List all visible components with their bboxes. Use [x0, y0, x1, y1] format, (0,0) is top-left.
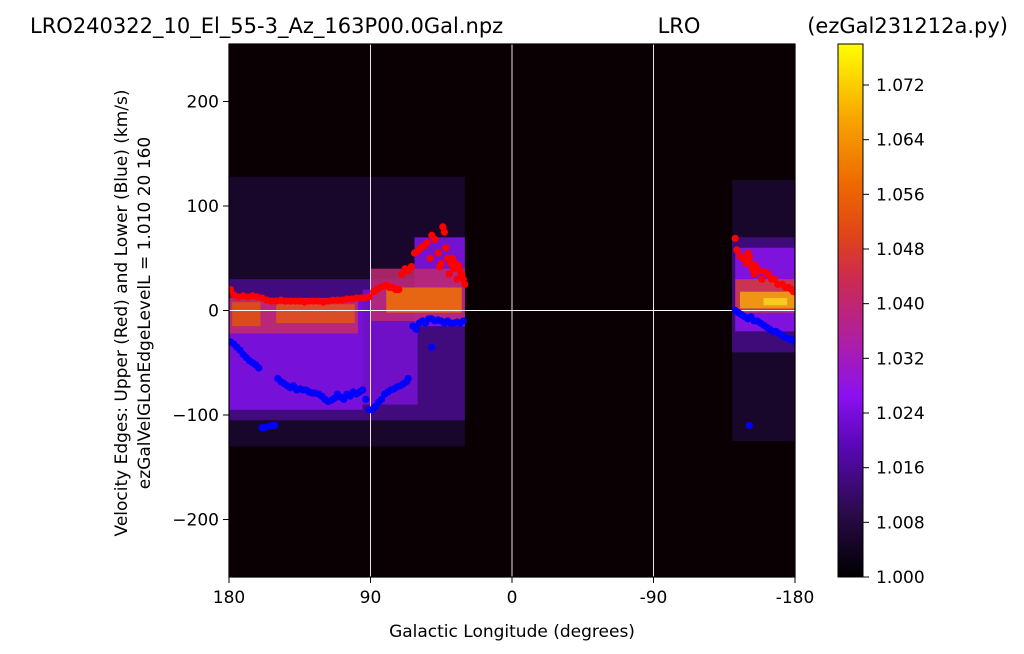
upper-edge-point	[426, 254, 434, 262]
upper-edge-point	[758, 275, 766, 283]
upper-edge-point	[423, 238, 431, 247]
upper-edge-point	[461, 280, 469, 288]
x-tick-label: -90	[640, 588, 668, 608]
upper-edge-point	[442, 244, 450, 252]
heatmap-emission	[229, 176, 795, 447]
upper-edge-point	[733, 246, 741, 254]
upper-edge-point	[437, 259, 445, 268]
upper-edge-point	[453, 275, 461, 283]
title-station: LRO	[658, 14, 701, 38]
colorbar-tick-label: 1.064	[876, 131, 925, 151]
x-tick-label: 0	[507, 588, 518, 608]
lower-edge-point	[412, 325, 420, 333]
upper-edge-point	[445, 270, 453, 278]
lower-edge-point	[359, 386, 367, 394]
colorbar-tick-label: 1.008	[876, 513, 925, 533]
upper-edge-point	[440, 228, 448, 236]
colorbar-tick-label: 1.000	[876, 568, 925, 588]
lower-edge-point	[270, 421, 279, 430]
upper-edge-point	[770, 275, 779, 283]
lower-edge-point	[791, 338, 795, 346]
heat-band	[276, 304, 355, 324]
upper-edge-point	[448, 254, 456, 262]
lower-edge-point	[745, 421, 754, 430]
upper-edge-point	[755, 267, 763, 275]
colorbar-frame	[837, 43, 864, 578]
y-tick-label: −200	[172, 511, 219, 531]
colorbar-tick-label: 1.040	[876, 295, 925, 315]
upper-edge-point	[745, 252, 754, 260]
colorbar-tick-label: 1.072	[876, 76, 925, 96]
upper-edge-point	[398, 270, 406, 278]
lower-edge-point	[428, 343, 436, 351]
x-axis-ticks: 180 90 0 -90 -180	[213, 577, 815, 608]
y-axis-label: Velocity Edges: Upper (Red) and Lower (B…	[112, 90, 132, 537]
upper-edge-point	[365, 293, 373, 301]
y-tick-label: 200	[187, 92, 219, 112]
x-axis-label: Galactic Longitude (degrees)	[389, 622, 635, 642]
heat-band	[232, 302, 261, 327]
lower-edge-point	[340, 395, 348, 403]
x-tick-label: -180	[776, 588, 815, 608]
y-axis-sublabel: ezGalVelGLonEdgeLevelL = 1.010 20 160	[135, 137, 155, 489]
grid-lines	[229, 44, 795, 577]
title-script: (ezGal231212a.py)	[807, 14, 1008, 38]
lower-edge-point	[255, 364, 263, 372]
colorbar-tick-label: 1.032	[876, 349, 925, 369]
x-tick-label: 180	[213, 588, 245, 608]
upper-edge-point	[407, 263, 415, 271]
upper-edge-point	[764, 270, 772, 278]
upper-edge-point	[789, 288, 795, 296]
lower-edge-point	[362, 395, 370, 403]
colorbar-ticks: 1.000 1.008 1.016 1.024 1.032 1.040 1.048 1.056…	[863, 76, 925, 588]
heat-band	[763, 297, 788, 306]
title-filename: LRO240322_10_El_55-3_Az_163P00.0Gal.npz	[30, 14, 503, 39]
x-tick-label: 90	[360, 588, 382, 608]
lower-edge-point	[459, 317, 467, 325]
upper-edge-series	[229, 223, 795, 306]
y-axis-ticks: 200 100 0 −100 −200	[172, 92, 229, 531]
upper-edge-point	[395, 285, 403, 294]
colorbar	[838, 44, 863, 577]
colorbar-tick-label: 1.016	[876, 459, 925, 479]
lower-edge-point	[377, 395, 386, 403]
lower-edge-series	[229, 306, 795, 432]
upper-edge-point	[752, 261, 760, 270]
lower-edge-point	[404, 374, 412, 383]
colorbar-tick-label: 1.056	[876, 185, 925, 205]
y-tick-label: −100	[172, 406, 219, 426]
upper-edge-point	[431, 235, 439, 244]
upper-edge-point	[434, 249, 442, 257]
colorbar-tick-label: 1.024	[876, 404, 925, 424]
y-tick-label: 0	[208, 302, 219, 322]
colorbar-tick-label: 1.048	[876, 240, 925, 260]
upper-edge-point	[731, 234, 739, 242]
upper-edge-point	[739, 254, 747, 262]
y-tick-label: 100	[187, 197, 219, 217]
